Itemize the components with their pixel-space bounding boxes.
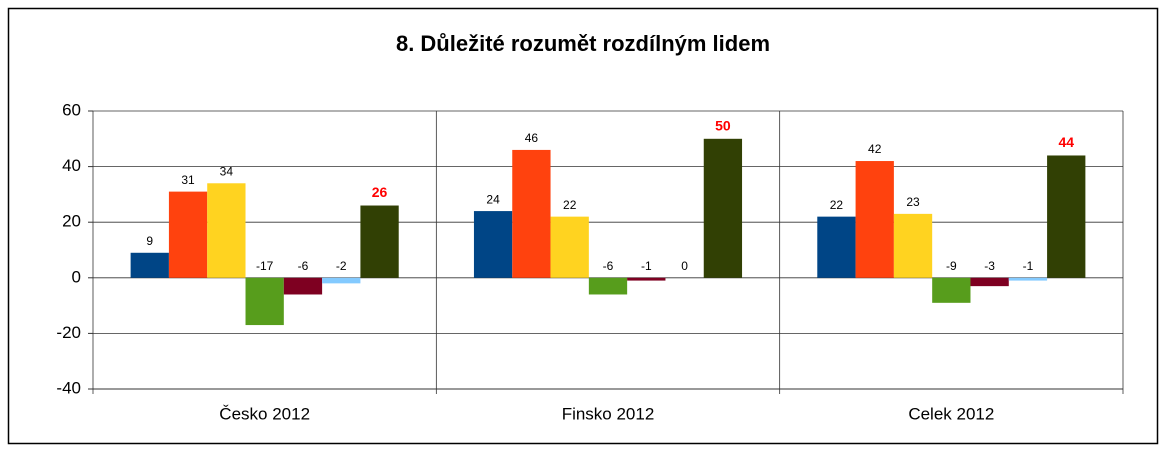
value-label: 22 — [563, 198, 577, 212]
value-label: -2 — [336, 259, 347, 273]
value-label: 23 — [906, 195, 920, 209]
bar — [550, 216, 589, 278]
value-label: 44 — [1058, 134, 1074, 150]
chart-title: 8. Důležité rozumět rozdílným lidem — [396, 31, 770, 56]
y-tick-label: -40 — [56, 378, 81, 397]
value-label: 42 — [868, 142, 882, 156]
bar — [855, 161, 894, 278]
value-label: 46 — [525, 131, 539, 145]
bar — [703, 138, 743, 278]
y-tick-label: -20 — [56, 323, 81, 342]
value-label: 9 — [146, 234, 153, 248]
value-label: 34 — [220, 164, 234, 178]
value-label: -3 — [984, 259, 995, 273]
y-tick-label: 60 — [62, 100, 81, 119]
value-label: -1 — [641, 259, 652, 273]
bar — [1008, 277, 1048, 281]
bar — [588, 277, 628, 295]
bar — [360, 205, 399, 278]
bar — [932, 277, 971, 303]
value-label: -9 — [946, 259, 957, 273]
y-tick-label: 40 — [62, 156, 81, 175]
value-label: -17 — [256, 259, 274, 273]
bar — [512, 149, 551, 278]
value-label: -6 — [298, 259, 309, 273]
value-label: 22 — [830, 198, 844, 212]
bar — [893, 213, 933, 278]
value-label: 50 — [715, 118, 731, 134]
bar — [207, 183, 246, 278]
bar — [970, 277, 1009, 287]
bar — [283, 277, 323, 295]
bar — [1047, 155, 1086, 278]
value-label: 26 — [372, 184, 388, 200]
bar — [322, 277, 361, 284]
bar — [473, 211, 513, 278]
value-label: 0 — [681, 259, 688, 273]
bar — [627, 277, 666, 281]
value-label: 31 — [181, 173, 195, 187]
bar — [130, 252, 169, 278]
value-label: -1 — [1023, 259, 1034, 273]
value-label: -6 — [603, 259, 614, 273]
bar — [168, 191, 208, 278]
bar — [817, 216, 856, 278]
bar — [245, 277, 284, 326]
value-label: 24 — [486, 192, 500, 206]
x-tick-label: Celek 2012 — [908, 404, 994, 423]
x-tick-label: Finsko 2012 — [562, 404, 655, 423]
y-tick-label: 0 — [72, 267, 81, 286]
x-tick-label: Česko 2012 — [219, 404, 310, 423]
y-tick-label: 20 — [62, 212, 81, 231]
